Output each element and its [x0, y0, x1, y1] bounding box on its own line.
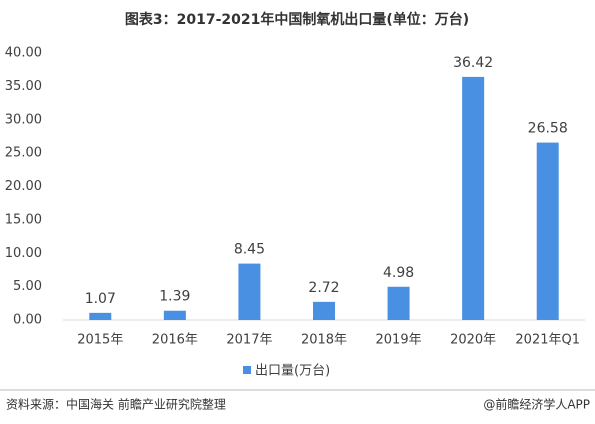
- x-tick-label: 2019年: [376, 333, 422, 348]
- y-tick-label: 10.00: [5, 246, 42, 261]
- bar: [238, 263, 261, 320]
- data-label: 2.72: [308, 280, 339, 296]
- chart-title: 图表3：2017-2021年中国制氧机出口量(单位：万台): [125, 11, 469, 28]
- y-tick-label: 30.00: [5, 112, 42, 127]
- x-tick-label: 2016年: [152, 333, 198, 348]
- data-label: 26.58: [528, 121, 568, 137]
- y-tick-label: 15.00: [5, 212, 42, 227]
- x-tick-label: 2020年: [450, 333, 496, 348]
- legend-swatch: [243, 366, 251, 374]
- data-label: 4.98: [383, 265, 414, 281]
- source: 资料来源：中国海关 前瞻产业研究院整理: [6, 397, 226, 412]
- bar: [89, 312, 112, 320]
- x-tick-label: 2021年Q1: [515, 333, 580, 348]
- y-tick-label: 25.00: [5, 146, 42, 161]
- y-tick-label: 35.00: [5, 79, 42, 94]
- data-label: 8.45: [234, 242, 265, 258]
- bar: [536, 142, 559, 320]
- y-tick-label: 20.00: [5, 179, 42, 194]
- bar: [313, 301, 335, 320]
- x-tick-label: 2018年: [301, 333, 347, 348]
- data-label: 36.42: [453, 55, 493, 71]
- data-label: 1.07: [85, 291, 116, 307]
- x-tick-label: 2015年: [77, 333, 123, 348]
- bar: [163, 310, 186, 320]
- y-tick-label: 0.00: [13, 313, 42, 328]
- legend-label: 出口量(万台): [255, 364, 330, 379]
- credit: @前瞻经济学人APP: [483, 397, 590, 412]
- bar: [462, 76, 485, 320]
- y-tick-label: 40.00: [5, 46, 42, 61]
- x-tick-label: 2017年: [226, 333, 272, 348]
- data-label: 1.39: [159, 289, 190, 305]
- y-tick-label: 5.00: [13, 279, 42, 294]
- bar: [387, 286, 410, 320]
